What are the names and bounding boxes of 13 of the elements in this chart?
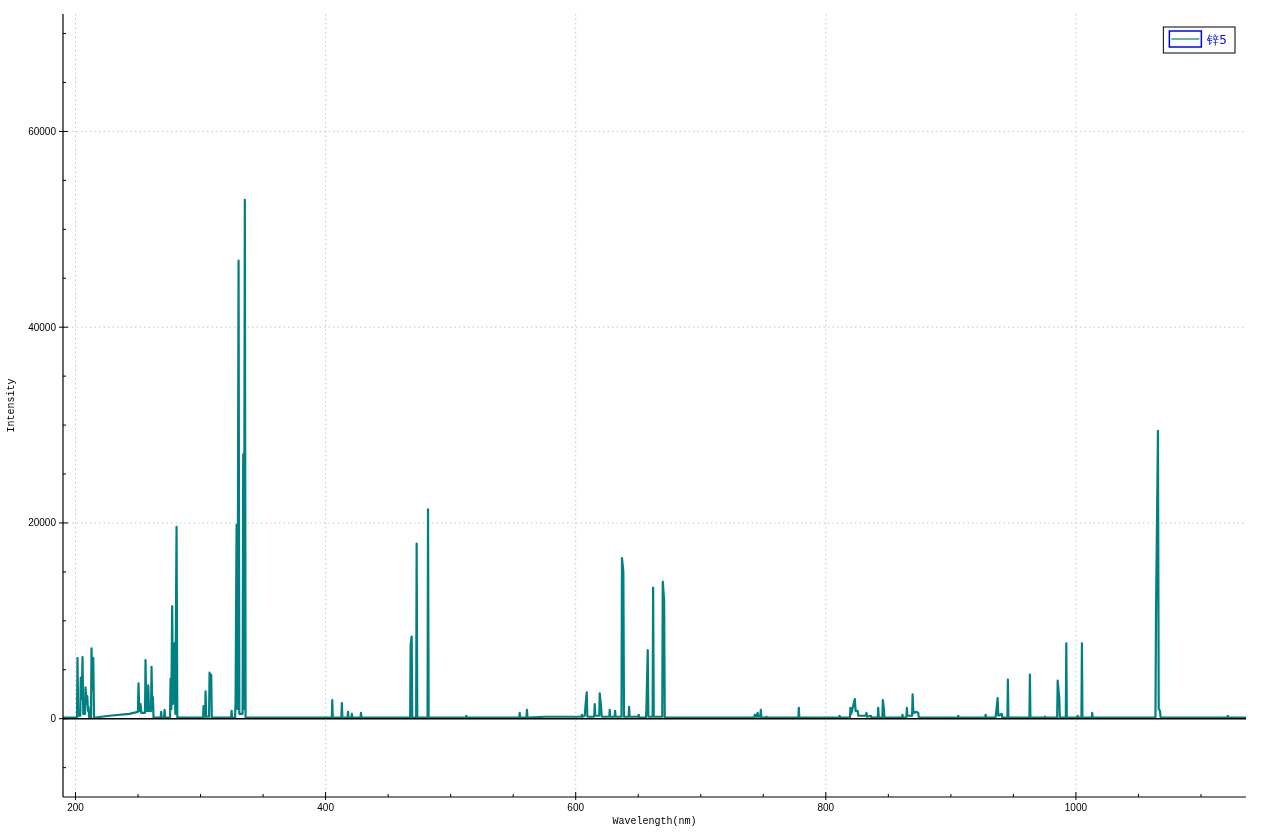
x-tick-label: 800 [817, 802, 835, 813]
y-tick-label: 0 [50, 713, 57, 725]
y-tick-label: 60000 [28, 125, 57, 137]
y-tick-label: 40000 [28, 321, 57, 333]
x-tick-label: 400 [317, 802, 335, 813]
x-tick-label: 1000 [1064, 802, 1088, 813]
x-axis-title: Wavelength(nm) [612, 816, 697, 827]
x-tick-label: 600 [567, 802, 585, 813]
y-tick-label: 20000 [28, 517, 57, 529]
legend-label: 锌5 [1206, 32, 1227, 47]
legend: 锌5 [1162, 26, 1236, 54]
y-axis-title: Intensity [6, 378, 17, 433]
x-tick-label: 200 [67, 802, 85, 813]
